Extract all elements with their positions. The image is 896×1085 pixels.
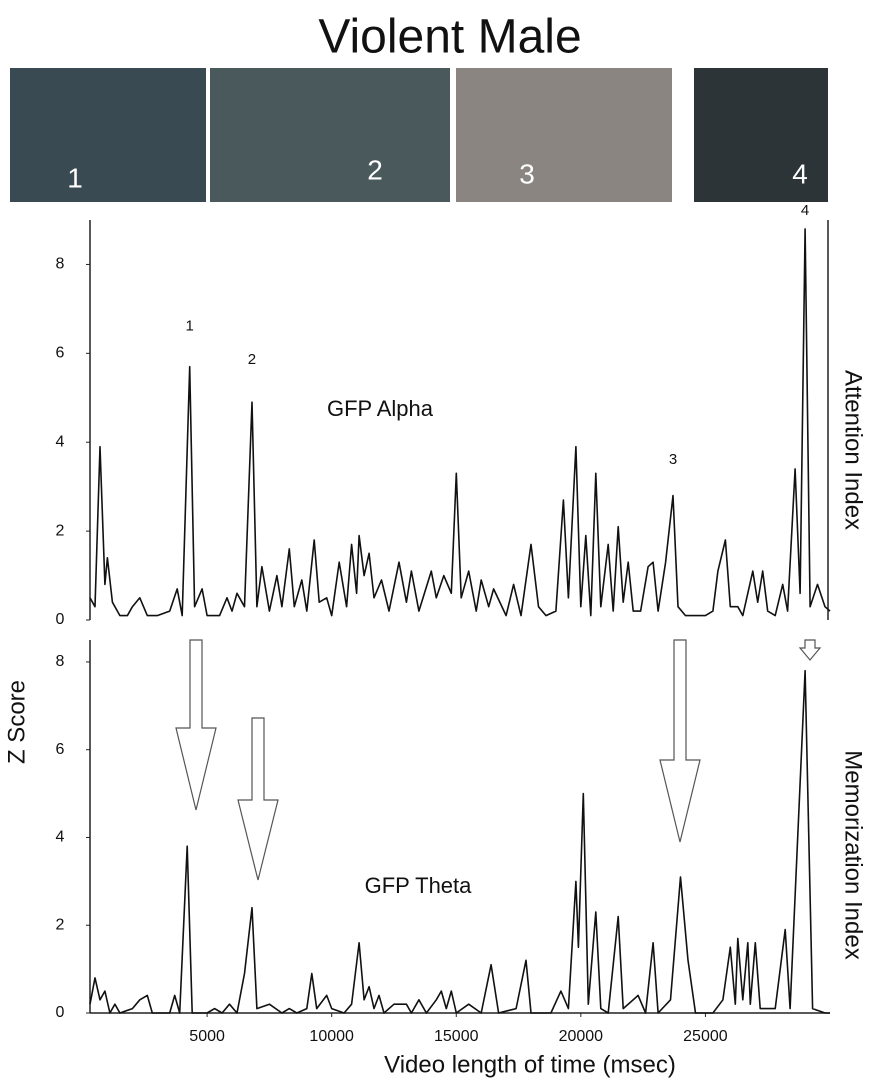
video-frames: 1 2 3 4 [10,68,828,202]
frame-number: 1 [67,162,83,193]
y-tick-label: 6 [56,741,65,758]
y-tick-label: 0 [56,611,65,628]
y-axis-label: Z Score [3,680,30,764]
frame-image [456,68,672,202]
y-tick-label: 8 [56,256,65,273]
peak-annotation: 2 [248,351,256,368]
data-line [89,228,831,617]
arrows [175,639,822,881]
x-tick-label: 20000 [559,1028,604,1045]
arrow [798,639,822,661]
frame-image [210,68,450,202]
side-label: Memorization Index [840,750,867,959]
frame-number: 3 [519,158,535,189]
frame-image [10,68,206,202]
data-line [89,669,830,1014]
arrow [659,639,701,843]
figure-title: Violent Male [318,11,581,64]
peak-annotation: 4 [801,202,809,219]
x-tick-label: 10000 [309,1028,354,1045]
peak-annotation: 3 [669,451,677,468]
x-tick-label: 5000 [189,1028,225,1045]
arrow [237,717,279,881]
x-axis-label: Video length of time (msec) [384,1051,676,1078]
frame-number: 2 [367,154,383,185]
series-label: GFP Theta [365,873,473,898]
frame-image [694,68,828,202]
y-tick-label: 8 [56,653,65,670]
y-tick-label: 2 [56,916,65,933]
y-tick-label: 0 [56,1004,65,1021]
y-tick-label: 2 [56,522,65,539]
y-tick-label: 6 [56,345,65,362]
y-tick-label: 4 [56,433,65,450]
series-label: GFP Alpha [327,396,434,421]
arrow [175,639,217,811]
x-tick-label: 15000 [434,1028,479,1045]
frame-number: 4 [792,158,808,189]
side-label: Attention Index [840,370,867,530]
peak-annotation: 1 [185,318,193,335]
y-tick-label: 4 [56,829,65,846]
x-tick-label: 25000 [683,1028,728,1045]
